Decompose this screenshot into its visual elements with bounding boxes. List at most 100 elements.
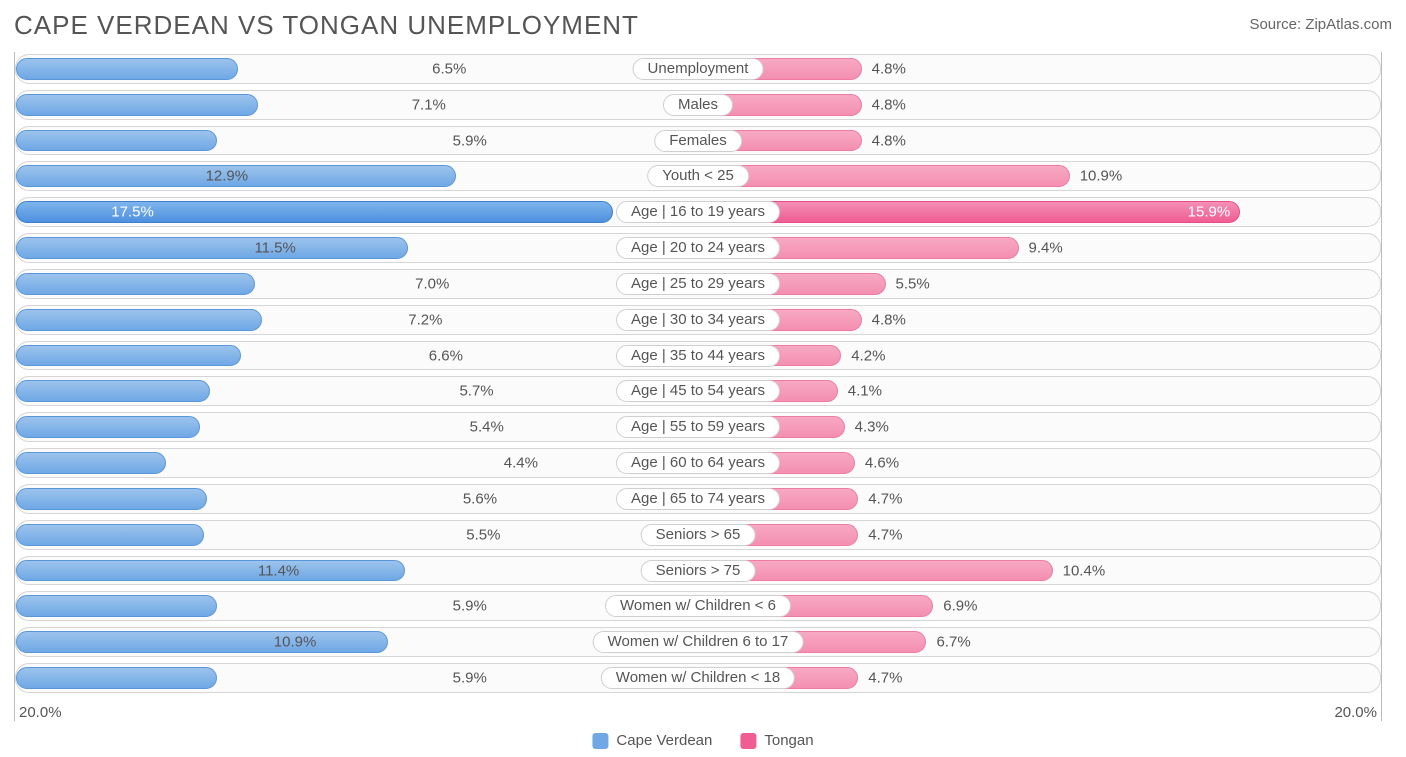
- category-label: Age | 20 to 24 years: [616, 237, 780, 259]
- category-label: Males: [663, 94, 733, 116]
- chart-title: CAPE VERDEAN VS TONGAN UNEMPLOYMENT: [14, 10, 639, 41]
- row-right-half: 10.4%: [698, 557, 1380, 585]
- chart-row: 5.7%4.1%Age | 45 to 54 years: [15, 376, 1381, 406]
- value-right: 4.8%: [872, 60, 1380, 77]
- legend-item-left: Cape Verdean: [592, 732, 712, 749]
- value-right: 4.8%: [872, 132, 1380, 149]
- value-left: 5.9%: [16, 669, 487, 686]
- chart-rows: 6.5% 4.8% Unemployment 7.1% 4.8% Males 5.9% 4.8…: [15, 52, 1381, 693]
- value-left: 7.0%: [16, 275, 449, 292]
- row-left-half: 7.2%: [16, 306, 698, 334]
- value-left: 11.4%: [16, 562, 299, 579]
- chart-area: 6.5% 4.8% Unemployment 7.1% 4.8% Males 5.9% 4.8…: [14, 52, 1382, 721]
- chart-row: 10.9%6.7%Women w/ Children 6 to 17: [15, 627, 1381, 657]
- category-label: Age | 45 to 54 years: [616, 380, 780, 402]
- value-right: 6.9%: [943, 598, 1380, 615]
- bar-right: [698, 165, 1070, 187]
- row-right-half: 4.3%: [698, 413, 1380, 441]
- value-right: 15.9%: [1188, 204, 1231, 221]
- row-left-half: 5.9%: [16, 592, 698, 620]
- value-left: 5.5%: [16, 526, 500, 543]
- legend-item-right: Tongan: [740, 732, 813, 749]
- chart-row: 12.9% 10.9% Youth < 25: [15, 161, 1381, 191]
- value-left: 12.9%: [16, 168, 248, 185]
- value-left: 7.1%: [16, 96, 446, 113]
- row-right-half: 4.2%: [698, 342, 1380, 370]
- row-left-half: 5.9%: [16, 664, 698, 692]
- category-label: Females: [654, 130, 742, 152]
- row-left-half: 12.9%: [16, 162, 698, 190]
- value-right: 4.2%: [851, 347, 1380, 364]
- row-right-half: 4.8%: [698, 306, 1380, 334]
- value-left: 17.5%: [111, 204, 154, 221]
- category-label: Age | 16 to 19 years: [616, 201, 780, 223]
- value-left: 6.6%: [16, 347, 463, 364]
- chart-row: 11.5% 9.4% Age | 20 to 24 years: [15, 233, 1381, 263]
- value-left: 7.2%: [16, 311, 442, 328]
- value-right: 4.1%: [848, 383, 1380, 400]
- chart-row: 5.9% 6.9% Women w/ Children < 6: [15, 591, 1381, 621]
- row-right-half: 4.8%: [698, 91, 1380, 119]
- row-right-half: 5.5%: [698, 270, 1380, 298]
- value-left: 5.4%: [16, 419, 504, 436]
- row-right-half: 6.9%: [698, 592, 1380, 620]
- value-right: 10.4%: [1063, 562, 1380, 579]
- value-right: 10.9%: [1080, 168, 1380, 185]
- row-right-half: 4.6%: [698, 449, 1380, 477]
- chart-row: 11.4% 10.4% Seniors > 75: [15, 556, 1381, 586]
- category-label: Unemployment: [633, 58, 764, 80]
- row-left-half: 5.5%: [16, 521, 698, 549]
- chart-row: 6.6% 4.2% Age | 35 to 44 years: [15, 341, 1381, 371]
- value-right: 6.7%: [936, 634, 1380, 651]
- row-right-half: 15.9%: [698, 198, 1380, 226]
- row-right-half: 4.7%: [698, 521, 1380, 549]
- value-right: 4.3%: [855, 419, 1380, 436]
- row-right-half: 4.7%: [698, 664, 1380, 692]
- category-label: Youth < 25: [647, 165, 749, 187]
- row-left-half: 6.5%: [16, 55, 698, 83]
- chart-row: 5.4% 4.3% Age | 55 to 59 years: [15, 412, 1381, 442]
- row-right-half: 10.9%: [698, 162, 1380, 190]
- value-right: 4.8%: [872, 96, 1380, 113]
- chart-row: 7.0% 5.5%Age | 25 to 29 years: [15, 269, 1381, 299]
- row-left-half: 11.5%: [16, 234, 698, 262]
- chart-source: Source: ZipAtlas.com: [1249, 16, 1392, 33]
- row-right-half: 9.4%: [698, 234, 1380, 262]
- value-left: 5.9%: [16, 598, 487, 615]
- legend-label-right: Tongan: [764, 732, 813, 749]
- row-right-half: 4.8%: [698, 127, 1380, 155]
- legend-swatch-right: [740, 733, 756, 749]
- value-right: 9.4%: [1029, 240, 1380, 257]
- row-right-half: 4.1%: [698, 377, 1380, 405]
- category-label: Age | 35 to 44 years: [616, 345, 780, 367]
- category-label: Seniors > 75: [641, 560, 756, 582]
- value-right: 4.7%: [868, 669, 1380, 686]
- category-label: Women w/ Children < 18: [601, 667, 795, 689]
- row-left-half: 5.9%: [16, 127, 698, 155]
- category-label: Age | 65 to 74 years: [616, 488, 780, 510]
- chart-row: 4.4%4.6%Age | 60 to 64 years: [15, 448, 1381, 478]
- row-left-half: 7.0%: [16, 270, 698, 298]
- row-left-half: 5.4%: [16, 413, 698, 441]
- category-label: Women w/ Children < 6: [605, 595, 791, 617]
- chart-row: 5.5%4.7%Seniors > 65: [15, 520, 1381, 550]
- category-label: Women w/ Children 6 to 17: [593, 631, 804, 653]
- value-left: 5.6%: [16, 490, 497, 507]
- category-label: Age | 25 to 29 years: [616, 273, 780, 295]
- value-right: 4.6%: [865, 455, 1380, 472]
- axis-max-left: 20.0%: [19, 704, 62, 721]
- row-left-half: 5.6%: [16, 485, 698, 513]
- value-right: 4.7%: [868, 490, 1380, 507]
- value-right: 4.7%: [868, 526, 1380, 543]
- value-right: 4.8%: [872, 311, 1380, 328]
- chart-container: CAPE VERDEAN VS TONGAN UNEMPLOYMENT Sour…: [0, 0, 1406, 757]
- category-label: Age | 55 to 59 years: [616, 416, 780, 438]
- value-left: 11.5%: [16, 240, 296, 257]
- chart-row: 5.9% 4.7% Women w/ Children < 18: [15, 663, 1381, 693]
- chart-row: 5.6% 4.7% Age | 65 to 74 years: [15, 484, 1381, 514]
- row-left-half: 4.4%: [16, 449, 698, 477]
- chart-row: 6.5% 4.8% Unemployment: [15, 54, 1381, 84]
- chart-row: 5.9% 4.8% Females: [15, 126, 1381, 156]
- row-right-half: 4.8%: [698, 55, 1380, 83]
- x-axis: 20.0% 20.0%: [15, 697, 1381, 721]
